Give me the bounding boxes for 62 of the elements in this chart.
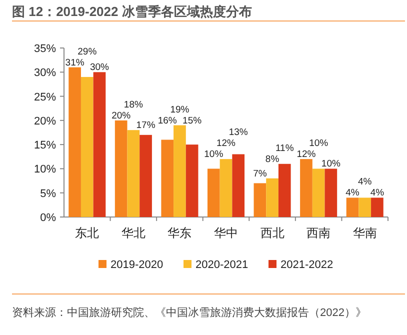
data-label: 30% xyxy=(90,62,110,74)
y-tick-label: 30% xyxy=(34,67,56,80)
x-tick-label: 西北 xyxy=(260,226,284,240)
bar xyxy=(161,140,174,217)
text: 资料来源：中国旅游研究院、《中国冰雪旅游消费大数据报告（2022）》 xyxy=(12,306,366,319)
y-tick-label: 35% xyxy=(34,43,56,55)
bar xyxy=(278,164,291,217)
x-tick-label: 华南 xyxy=(352,226,377,240)
data-label: 12% xyxy=(296,149,316,160)
y-tick-label: 20% xyxy=(34,115,56,128)
x-tick-label: 东北 xyxy=(75,226,100,240)
data-label: 8% xyxy=(265,154,280,165)
y-tick-label: 15% xyxy=(34,140,56,152)
data-label: 18% xyxy=(124,99,144,110)
data-label: 4% xyxy=(346,188,360,199)
chart-title: 图 12：2019-2022 冰雪季各区域热度分布 xyxy=(12,4,252,19)
x-tick-label: 华北 xyxy=(121,226,146,240)
bar xyxy=(174,125,186,217)
data-label: 15% xyxy=(182,115,202,126)
data-label: 12% xyxy=(216,138,236,150)
bar xyxy=(186,144,198,217)
data-label: 4% xyxy=(358,176,372,188)
y-tick-label: 25% xyxy=(34,91,56,104)
bar xyxy=(371,198,384,217)
x-tick-label: 华东 xyxy=(168,226,192,240)
x-tick-label: 华中 xyxy=(214,226,238,240)
bar xyxy=(140,134,152,217)
data-label: 16% xyxy=(158,115,178,126)
bar xyxy=(324,168,338,217)
data-label: 20% xyxy=(112,110,132,122)
data-label: 10% xyxy=(204,149,224,160)
data-label: 17% xyxy=(136,120,156,132)
bar xyxy=(358,198,372,217)
bar xyxy=(114,120,128,217)
bar xyxy=(254,183,266,217)
bar xyxy=(207,168,220,217)
y-tick-label: 0% xyxy=(40,212,56,224)
bar xyxy=(312,168,325,217)
data-label: 13% xyxy=(228,127,248,138)
y-tick-label: 10% xyxy=(34,164,56,176)
bar xyxy=(300,159,312,217)
bar xyxy=(232,154,245,217)
bar xyxy=(68,67,81,217)
data-label: 10% xyxy=(321,158,341,170)
data-label: 29% xyxy=(78,46,98,58)
bar xyxy=(80,76,94,217)
bar xyxy=(266,178,278,217)
bar xyxy=(127,130,140,217)
data-label: 11% xyxy=(275,142,294,154)
data-label: 19% xyxy=(170,104,190,116)
legend-label: 2020-2021 xyxy=(196,259,248,271)
data-label: 4% xyxy=(370,188,385,199)
bar xyxy=(346,198,359,217)
data-label: 31% xyxy=(65,57,85,68)
data-label: 10% xyxy=(309,138,329,150)
legend-label: 2021-2022 xyxy=(280,259,334,271)
x-tick-label: 西南 xyxy=(306,226,331,240)
bar xyxy=(93,72,106,217)
data-label: 7% xyxy=(253,168,268,180)
y-tick-label: 5% xyxy=(40,188,56,200)
bar xyxy=(220,159,232,217)
legend-label: 2019-2020 xyxy=(110,259,164,271)
